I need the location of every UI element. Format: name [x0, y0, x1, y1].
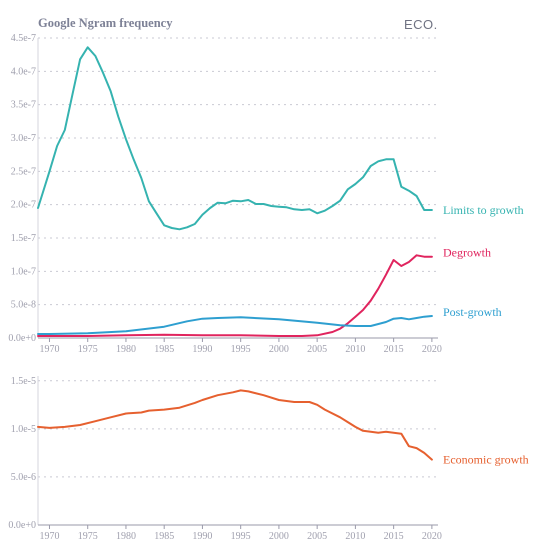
series-line-post-growth — [37, 315, 433, 335]
y-tick-label: 5.0e-8 — [11, 300, 36, 311]
y-tick-label: 3.0e-7 — [11, 133, 36, 144]
y-tick-label: 1.5e-5 — [11, 376, 36, 387]
x-tick-label: 1970 — [39, 531, 59, 542]
x-tick-label: 2000 — [269, 344, 289, 355]
series-label-post-growth: Post-growth — [443, 305, 502, 319]
y-tick-label: 1.5e-7 — [11, 233, 36, 244]
x-tick-label: 1990 — [192, 531, 212, 542]
chart-panel-2: 0.0e+0 5.0e-6 1.0e-5 1.5e-5 1970 1975 1980 1985… — [8, 376, 528, 542]
x-tick-label: 1985 — [154, 531, 174, 542]
x-tick-label: 2000 — [269, 531, 289, 542]
y-tick-label: 5.0e-6 — [11, 472, 36, 483]
y-tick-label: 1.0e-5 — [11, 424, 36, 435]
x-tick-label: 1995 — [231, 344, 251, 355]
x-tick-label: 1985 — [154, 344, 174, 355]
x-tick-label: 2010 — [345, 531, 365, 542]
x-tick-label: 2005 — [307, 344, 327, 355]
series-line-limits-to-growth — [37, 46, 433, 231]
x-tick-label: 2015 — [384, 531, 404, 542]
y-tick-label: 1.0e-7 — [11, 266, 36, 277]
chart-title: Google Ngram frequency — [38, 16, 173, 30]
series-line-degrowth — [37, 254, 433, 337]
x-tick-label: 2015 — [384, 344, 404, 355]
series-line-economic-growth — [37, 389, 433, 461]
x-tick-label: 2020 — [422, 531, 442, 542]
x-tick-label: 1995 — [231, 531, 251, 542]
x-tick-label: 2020 — [422, 344, 442, 355]
y-tick-label: 0.0e+0 — [8, 333, 36, 344]
series-label-degrowth: Degrowth — [443, 246, 491, 260]
y-tick-label: 4.0e-7 — [11, 66, 36, 77]
y-tick-label: 3.5e-7 — [11, 100, 36, 111]
x-tick-label: 1990 — [192, 344, 212, 355]
x-tick-label: 2005 — [307, 531, 327, 542]
y-tick-label: 4.5e-7 — [11, 33, 36, 44]
series-label-economic-growth: Economic growth — [443, 453, 529, 467]
eco-logo: ECO. — [404, 17, 438, 32]
y-tick-label: 0.0e+0 — [8, 520, 36, 531]
chart-panel-1: 0.0e+0 5.0e-8 1.0e-7 1.5e-7 2.0e-7 2.5e-7 3.0e… — [8, 33, 523, 355]
x-tick-label: 1975 — [78, 531, 98, 542]
series-label-limits-to-growth: Limits to growth — [443, 203, 524, 217]
x-tick-label: 1975 — [78, 344, 98, 355]
x-tick-label: 1980 — [116, 531, 136, 542]
y-tick-label: 2.5e-7 — [11, 166, 36, 177]
x-tick-label: 1970 — [39, 344, 59, 355]
y-tick-label: 2.0e-7 — [11, 200, 36, 211]
x-tick-label: 1980 — [116, 344, 136, 355]
x-tick-label: 2010 — [345, 344, 365, 355]
